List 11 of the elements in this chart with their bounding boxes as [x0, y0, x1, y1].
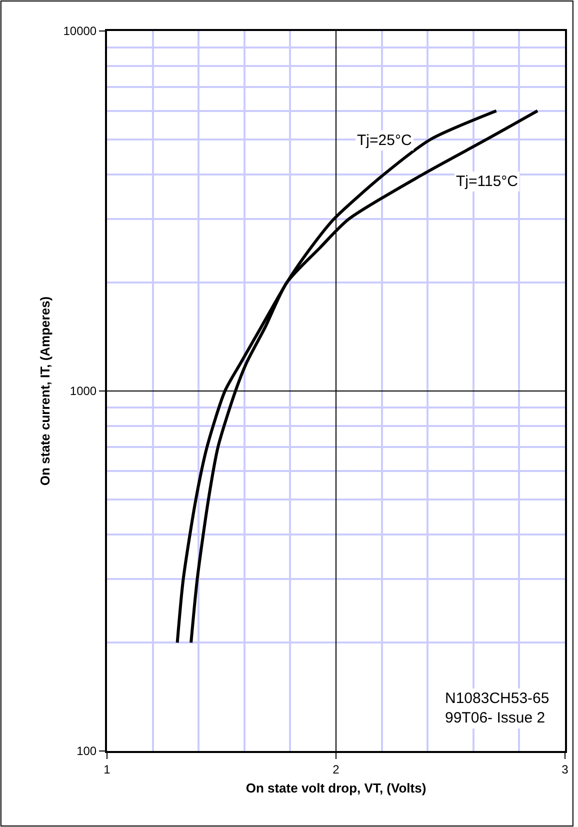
y-tick-label: 1000 [70, 384, 97, 398]
y-tick-label: 100 [76, 744, 97, 758]
y-tick-label: 10000 [63, 24, 97, 38]
x-tick-label: 2 [332, 762, 340, 776]
annotation: N1083CH53-65 99T06- Issue 2 [445, 690, 550, 726]
series-label: Tj=25°C [357, 132, 412, 149]
x-axis-title: On state volt drop, VT, (Volts) [246, 780, 426, 796]
x-tick-label: 3 [562, 762, 569, 776]
x-tick-label: 1 [104, 762, 111, 776]
y-axis-title: On state current, IT, (Amperes) [38, 296, 53, 486]
series-label: Tj=115°C [456, 173, 518, 190]
